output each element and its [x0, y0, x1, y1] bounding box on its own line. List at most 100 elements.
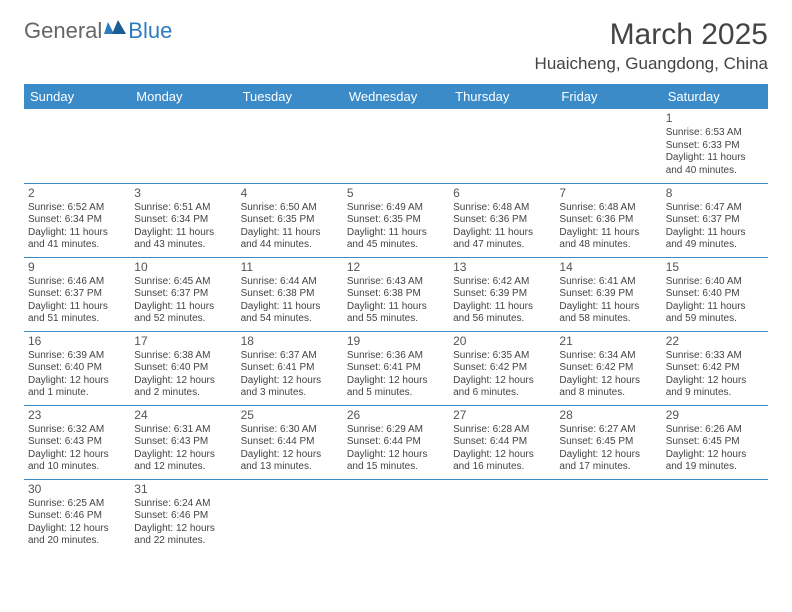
sunset-text: Sunset: 6:43 PM: [28, 436, 126, 449]
sunrise-text: Sunrise: 6:29 AM: [347, 424, 445, 437]
day-number: 30: [28, 482, 126, 497]
daylight-text: Daylight: 11 hours: [559, 301, 657, 314]
sunset-text: Sunset: 6:39 PM: [559, 288, 657, 301]
sunrise-text: Sunrise: 6:25 AM: [28, 498, 126, 511]
daylight-text: and 17 minutes.: [559, 461, 657, 474]
daylight-text: and 41 minutes.: [28, 239, 126, 252]
sunrise-text: Sunrise: 6:34 AM: [559, 350, 657, 363]
sunset-text: Sunset: 6:36 PM: [453, 214, 551, 227]
sunset-text: Sunset: 6:37 PM: [666, 214, 764, 227]
logo-text-general: General: [24, 18, 102, 44]
daylight-text: Daylight: 11 hours: [241, 301, 339, 314]
calendar-day-cell: 23Sunrise: 6:32 AMSunset: 6:43 PMDayligh…: [24, 405, 130, 479]
sunrise-text: Sunrise: 6:52 AM: [28, 202, 126, 215]
sunset-text: Sunset: 6:41 PM: [347, 362, 445, 375]
daylight-text: Daylight: 12 hours: [453, 375, 551, 388]
day-number: 26: [347, 408, 445, 423]
sunrise-text: Sunrise: 6:32 AM: [28, 424, 126, 437]
day-number: 28: [559, 408, 657, 423]
daylight-text: and 52 minutes.: [134, 313, 232, 326]
daylight-text: and 54 minutes.: [241, 313, 339, 326]
sunrise-text: Sunrise: 6:35 AM: [453, 350, 551, 363]
calendar-week: 23Sunrise: 6:32 AMSunset: 6:43 PMDayligh…: [24, 405, 768, 479]
sunrise-text: Sunrise: 6:48 AM: [559, 202, 657, 215]
daylight-text: and 43 minutes.: [134, 239, 232, 252]
day-header: Thursday: [449, 84, 555, 109]
calendar-empty-cell: [449, 109, 555, 183]
calendar-empty-cell: [555, 479, 661, 553]
calendar-day-cell: 27Sunrise: 6:28 AMSunset: 6:44 PMDayligh…: [449, 405, 555, 479]
day-number: 29: [666, 408, 764, 423]
sunset-text: Sunset: 6:38 PM: [347, 288, 445, 301]
daylight-text: Daylight: 11 hours: [347, 227, 445, 240]
sunset-text: Sunset: 6:44 PM: [453, 436, 551, 449]
day-header: Sunday: [24, 84, 130, 109]
daylight-text: and 1 minute.: [28, 387, 126, 400]
sunrise-text: Sunrise: 6:50 AM: [241, 202, 339, 215]
sunset-text: Sunset: 6:44 PM: [241, 436, 339, 449]
day-header: Saturday: [662, 84, 768, 109]
daylight-text: and 3 minutes.: [241, 387, 339, 400]
sunrise-text: Sunrise: 6:38 AM: [134, 350, 232, 363]
sunset-text: Sunset: 6:35 PM: [241, 214, 339, 227]
sunrise-text: Sunrise: 6:36 AM: [347, 350, 445, 363]
calendar-week: 16Sunrise: 6:39 AMSunset: 6:40 PMDayligh…: [24, 331, 768, 405]
calendar-empty-cell: [662, 479, 768, 553]
day-number: 25: [241, 408, 339, 423]
sunset-text: Sunset: 6:46 PM: [134, 510, 232, 523]
day-number: 21: [559, 334, 657, 349]
calendar-day-cell: 17Sunrise: 6:38 AMSunset: 6:40 PMDayligh…: [130, 331, 236, 405]
sunset-text: Sunset: 6:45 PM: [559, 436, 657, 449]
sunset-text: Sunset: 6:42 PM: [559, 362, 657, 375]
day-number: 22: [666, 334, 764, 349]
calendar-day-cell: 29Sunrise: 6:26 AMSunset: 6:45 PMDayligh…: [662, 405, 768, 479]
day-header: Wednesday: [343, 84, 449, 109]
daylight-text: Daylight: 12 hours: [28, 523, 126, 536]
daylight-text: and 48 minutes.: [559, 239, 657, 252]
calendar-day-cell: 5Sunrise: 6:49 AMSunset: 6:35 PMDaylight…: [343, 183, 449, 257]
sunset-text: Sunset: 6:41 PM: [241, 362, 339, 375]
daylight-text: Daylight: 11 hours: [666, 227, 764, 240]
day-number: 23: [28, 408, 126, 423]
day-number: 14: [559, 260, 657, 275]
calendar-empty-cell: [237, 479, 343, 553]
calendar-day-cell: 30Sunrise: 6:25 AMSunset: 6:46 PMDayligh…: [24, 479, 130, 553]
sunset-text: Sunset: 6:35 PM: [347, 214, 445, 227]
daylight-text: and 19 minutes.: [666, 461, 764, 474]
day-number: 27: [453, 408, 551, 423]
day-number: 19: [347, 334, 445, 349]
daylight-text: Daylight: 12 hours: [453, 449, 551, 462]
daylight-text: Daylight: 12 hours: [28, 449, 126, 462]
sunrise-text: Sunrise: 6:41 AM: [559, 276, 657, 289]
sunrise-text: Sunrise: 6:30 AM: [241, 424, 339, 437]
sunset-text: Sunset: 6:40 PM: [666, 288, 764, 301]
calendar-empty-cell: [237, 109, 343, 183]
daylight-text: and 55 minutes.: [347, 313, 445, 326]
daylight-text: Daylight: 12 hours: [241, 449, 339, 462]
day-number: 7: [559, 186, 657, 201]
daylight-text: Daylight: 12 hours: [666, 375, 764, 388]
daylight-text: and 6 minutes.: [453, 387, 551, 400]
daylight-text: Daylight: 11 hours: [559, 227, 657, 240]
calendar-empty-cell: [130, 109, 236, 183]
daylight-text: Daylight: 11 hours: [134, 227, 232, 240]
daylight-text: and 9 minutes.: [666, 387, 764, 400]
calendar-day-cell: 14Sunrise: 6:41 AMSunset: 6:39 PMDayligh…: [555, 257, 661, 331]
daylight-text: Daylight: 12 hours: [134, 375, 232, 388]
sunrise-text: Sunrise: 6:37 AM: [241, 350, 339, 363]
day-header: Friday: [555, 84, 661, 109]
calendar-day-cell: 26Sunrise: 6:29 AMSunset: 6:44 PMDayligh…: [343, 405, 449, 479]
calendar-week: 2Sunrise: 6:52 AMSunset: 6:34 PMDaylight…: [24, 183, 768, 257]
day-header-row: SundayMondayTuesdayWednesdayThursdayFrid…: [24, 84, 768, 109]
daylight-text: Daylight: 12 hours: [559, 449, 657, 462]
sunset-text: Sunset: 6:40 PM: [134, 362, 232, 375]
sunset-text: Sunset: 6:44 PM: [347, 436, 445, 449]
calendar-day-cell: 12Sunrise: 6:43 AMSunset: 6:38 PMDayligh…: [343, 257, 449, 331]
calendar-empty-cell: [343, 109, 449, 183]
calendar-day-cell: 18Sunrise: 6:37 AMSunset: 6:41 PMDayligh…: [237, 331, 343, 405]
daylight-text: and 47 minutes.: [453, 239, 551, 252]
day-header: Tuesday: [237, 84, 343, 109]
daylight-text: and 58 minutes.: [559, 313, 657, 326]
calendar-week: 9Sunrise: 6:46 AMSunset: 6:37 PMDaylight…: [24, 257, 768, 331]
daylight-text: and 13 minutes.: [241, 461, 339, 474]
